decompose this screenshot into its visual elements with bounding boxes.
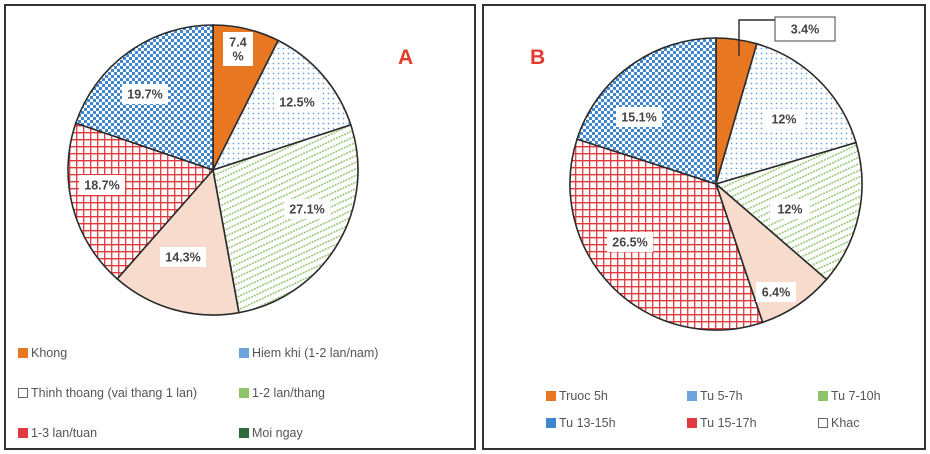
legend-item: Truoc 5h [546,389,608,403]
legend-label: 1-2 lan/thang [252,386,325,400]
legend-swatch [239,428,249,438]
data-label: 3.4% [738,16,836,56]
data-label: 14.3% [160,247,206,267]
legend-item: Khong [18,346,67,360]
legend-item: Moi ngay [239,426,303,440]
legend-swatch [687,418,697,428]
legend-label: Moi ngay [252,426,303,440]
svg-text:18.7%: 18.7% [84,179,119,193]
legend-label: Tu 15-17h [700,416,757,430]
pie-slice [569,138,764,331]
data-label: 7.4% [223,32,253,66]
legend-swatch [546,391,556,401]
svg-text:12%: 12% [771,113,796,127]
svg-text:14.3%: 14.3% [165,251,200,265]
legend-swatch [546,418,556,428]
legend-item: Thinh thoang (vai thang 1 lan) [18,386,197,400]
legend-item: Khac [818,416,860,430]
pie-slice [116,168,240,316]
pie-slice [67,122,215,280]
legend-label: Tu 13-15h [559,416,616,430]
legend-item: 1-3 lan/tuan [18,426,97,440]
svg-text:6.4%: 6.4% [762,286,791,300]
svg-text:27.1%: 27.1% [289,203,324,217]
legend-item: Tu 7-10h [818,389,881,403]
svg-text:15.1%: 15.1% [621,111,656,125]
legend-swatch [239,348,249,358]
data-label: 26.5% [607,232,653,252]
legend-item: Hiem khi (1-2 lan/nam) [239,346,378,360]
panel-label-b: B [530,46,546,69]
legend-label: 1-3 lan/tuan [31,426,98,440]
legend-swatch [818,418,828,428]
data-label: 12.5% [274,92,320,112]
pie-chart-panel-b: 3.4% 12% 12% 6.4% 26.5% 15.1% B Truoc 5h Tu 5-… [482,4,926,450]
data-label: 6.4% [756,282,796,302]
svg-text:3.4%: 3.4% [791,23,820,37]
legend-label: Khac [831,416,860,430]
legend-item: Tu 15-17h [687,416,757,430]
legend-label: Truoc 5h [559,389,608,403]
legend-label: Tu 7-10h [831,389,881,403]
data-label: 27.1% [284,199,330,219]
data-label: 19.7% [122,84,168,104]
legend-swatch [687,391,697,401]
legend-swatch [239,388,249,398]
legend-swatch [18,348,28,358]
svg-text:19.7%: 19.7% [127,88,162,102]
legend-label: Hiem khi (1-2 lan/nam) [252,346,379,360]
data-label: 12% [770,199,810,219]
data-label: 12% [764,109,804,129]
svg-text:7.4: 7.4 [229,36,246,50]
svg-text:%: % [232,50,243,64]
svg-text:26.5%: 26.5% [612,236,647,250]
data-label: 18.7% [79,175,125,195]
legend-item: Tu 13-15h [546,416,616,430]
legend-swatch [18,388,28,398]
svg-text:12%: 12% [777,203,802,217]
pie-chart-panel-a: 7.4% 12.5% 27.1% 14.3% 18.7% 19.7% A Khong Hie… [4,4,476,450]
legend-label: Tu 5-7h [700,389,743,403]
pie-chart-b-svg: 3.4% 12% 12% 6.4% 26.5% 15.1% [569,16,863,331]
legend-label: Thinh thoang (vai thang 1 lan) [31,386,198,400]
legend-item: 1-2 lan/thang [239,386,325,400]
pie-chart-a-svg: 7.4% 12.5% 27.1% 14.3% 18.7% 19.7% [67,24,359,316]
legend-label: Khong [31,346,68,360]
data-label: 15.1% [616,107,662,127]
panel-label-a: A [398,46,414,69]
legend-swatch [18,428,28,438]
legend-item: Tu 5-7h [687,389,743,403]
svg-text:12.5%: 12.5% [279,96,314,110]
legend-swatch [818,391,828,401]
